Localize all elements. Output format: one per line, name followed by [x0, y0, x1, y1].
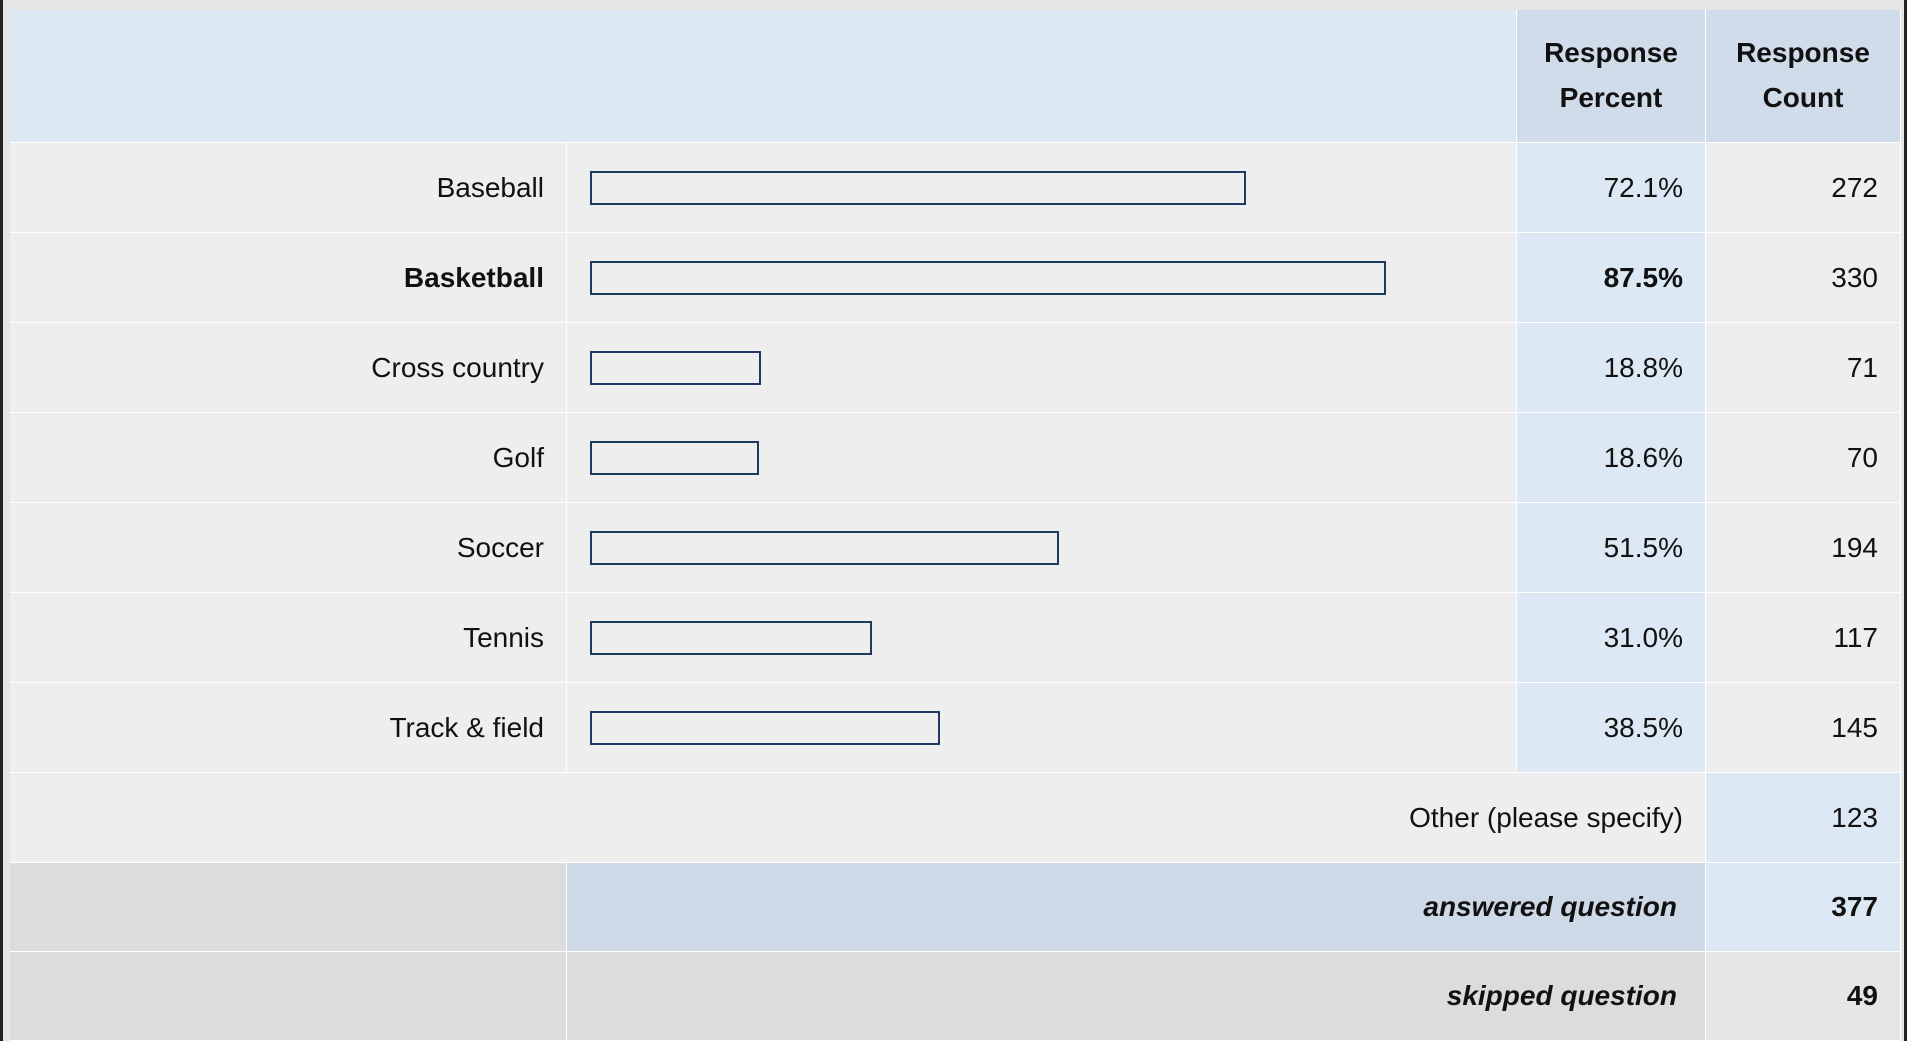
- row-percent: 72.1%: [1517, 143, 1706, 233]
- row-count: 194: [1706, 503, 1901, 593]
- bar-cell: [567, 683, 1517, 773]
- answered-blank: [10, 863, 567, 952]
- row-count: 70: [1706, 413, 1901, 503]
- row-count: 145: [1706, 683, 1901, 773]
- row-count: 272: [1706, 143, 1901, 233]
- bar-cell: [567, 233, 1517, 323]
- answered-label: answered question: [567, 863, 1706, 952]
- row-percent: 87.5%: [1517, 233, 1706, 323]
- row-label: Tennis: [10, 593, 567, 683]
- row-percent: 51.5%: [1517, 503, 1706, 593]
- bar-cell: [567, 323, 1517, 413]
- row-percent: 31.0%: [1517, 593, 1706, 683]
- bar: [590, 351, 762, 385]
- row-label: Golf: [10, 413, 567, 503]
- header-blank: [10, 10, 1517, 143]
- row-label: Cross country: [10, 323, 567, 413]
- skipped-count: 49: [1706, 952, 1901, 1041]
- row-label: Soccer: [10, 503, 567, 593]
- row-percent: 38.5%: [1517, 683, 1706, 773]
- bar-cell: [567, 143, 1517, 233]
- answered-count: 377: [1706, 863, 1901, 952]
- left-border: [0, 0, 3, 1041]
- row-percent: 18.8%: [1517, 323, 1706, 413]
- bar: [590, 171, 1247, 205]
- row-label: Basketball: [10, 233, 567, 323]
- row-label: Baseball: [10, 143, 567, 233]
- row-count: 117: [1706, 593, 1901, 683]
- header-percent: Response Percent: [1517, 10, 1706, 143]
- row-count: 71: [1706, 323, 1901, 413]
- bar: [590, 711, 941, 745]
- bar: [590, 531, 1059, 565]
- bar-cell: [567, 593, 1517, 683]
- skipped-blank: [10, 952, 567, 1041]
- row-label: Track & field: [10, 683, 567, 773]
- header-count: Response Count: [1706, 10, 1901, 143]
- other-label: Other (please specify): [10, 773, 1706, 863]
- row-count: 330: [1706, 233, 1901, 323]
- bar: [590, 621, 873, 655]
- right-border: [1904, 0, 1907, 1041]
- bar: [590, 441, 760, 475]
- other-count: 123: [1706, 773, 1901, 863]
- bar-cell: [567, 503, 1517, 593]
- row-percent: 18.6%: [1517, 413, 1706, 503]
- bar-cell: [567, 413, 1517, 503]
- bar: [590, 261, 1387, 295]
- skipped-label: skipped question: [567, 952, 1706, 1041]
